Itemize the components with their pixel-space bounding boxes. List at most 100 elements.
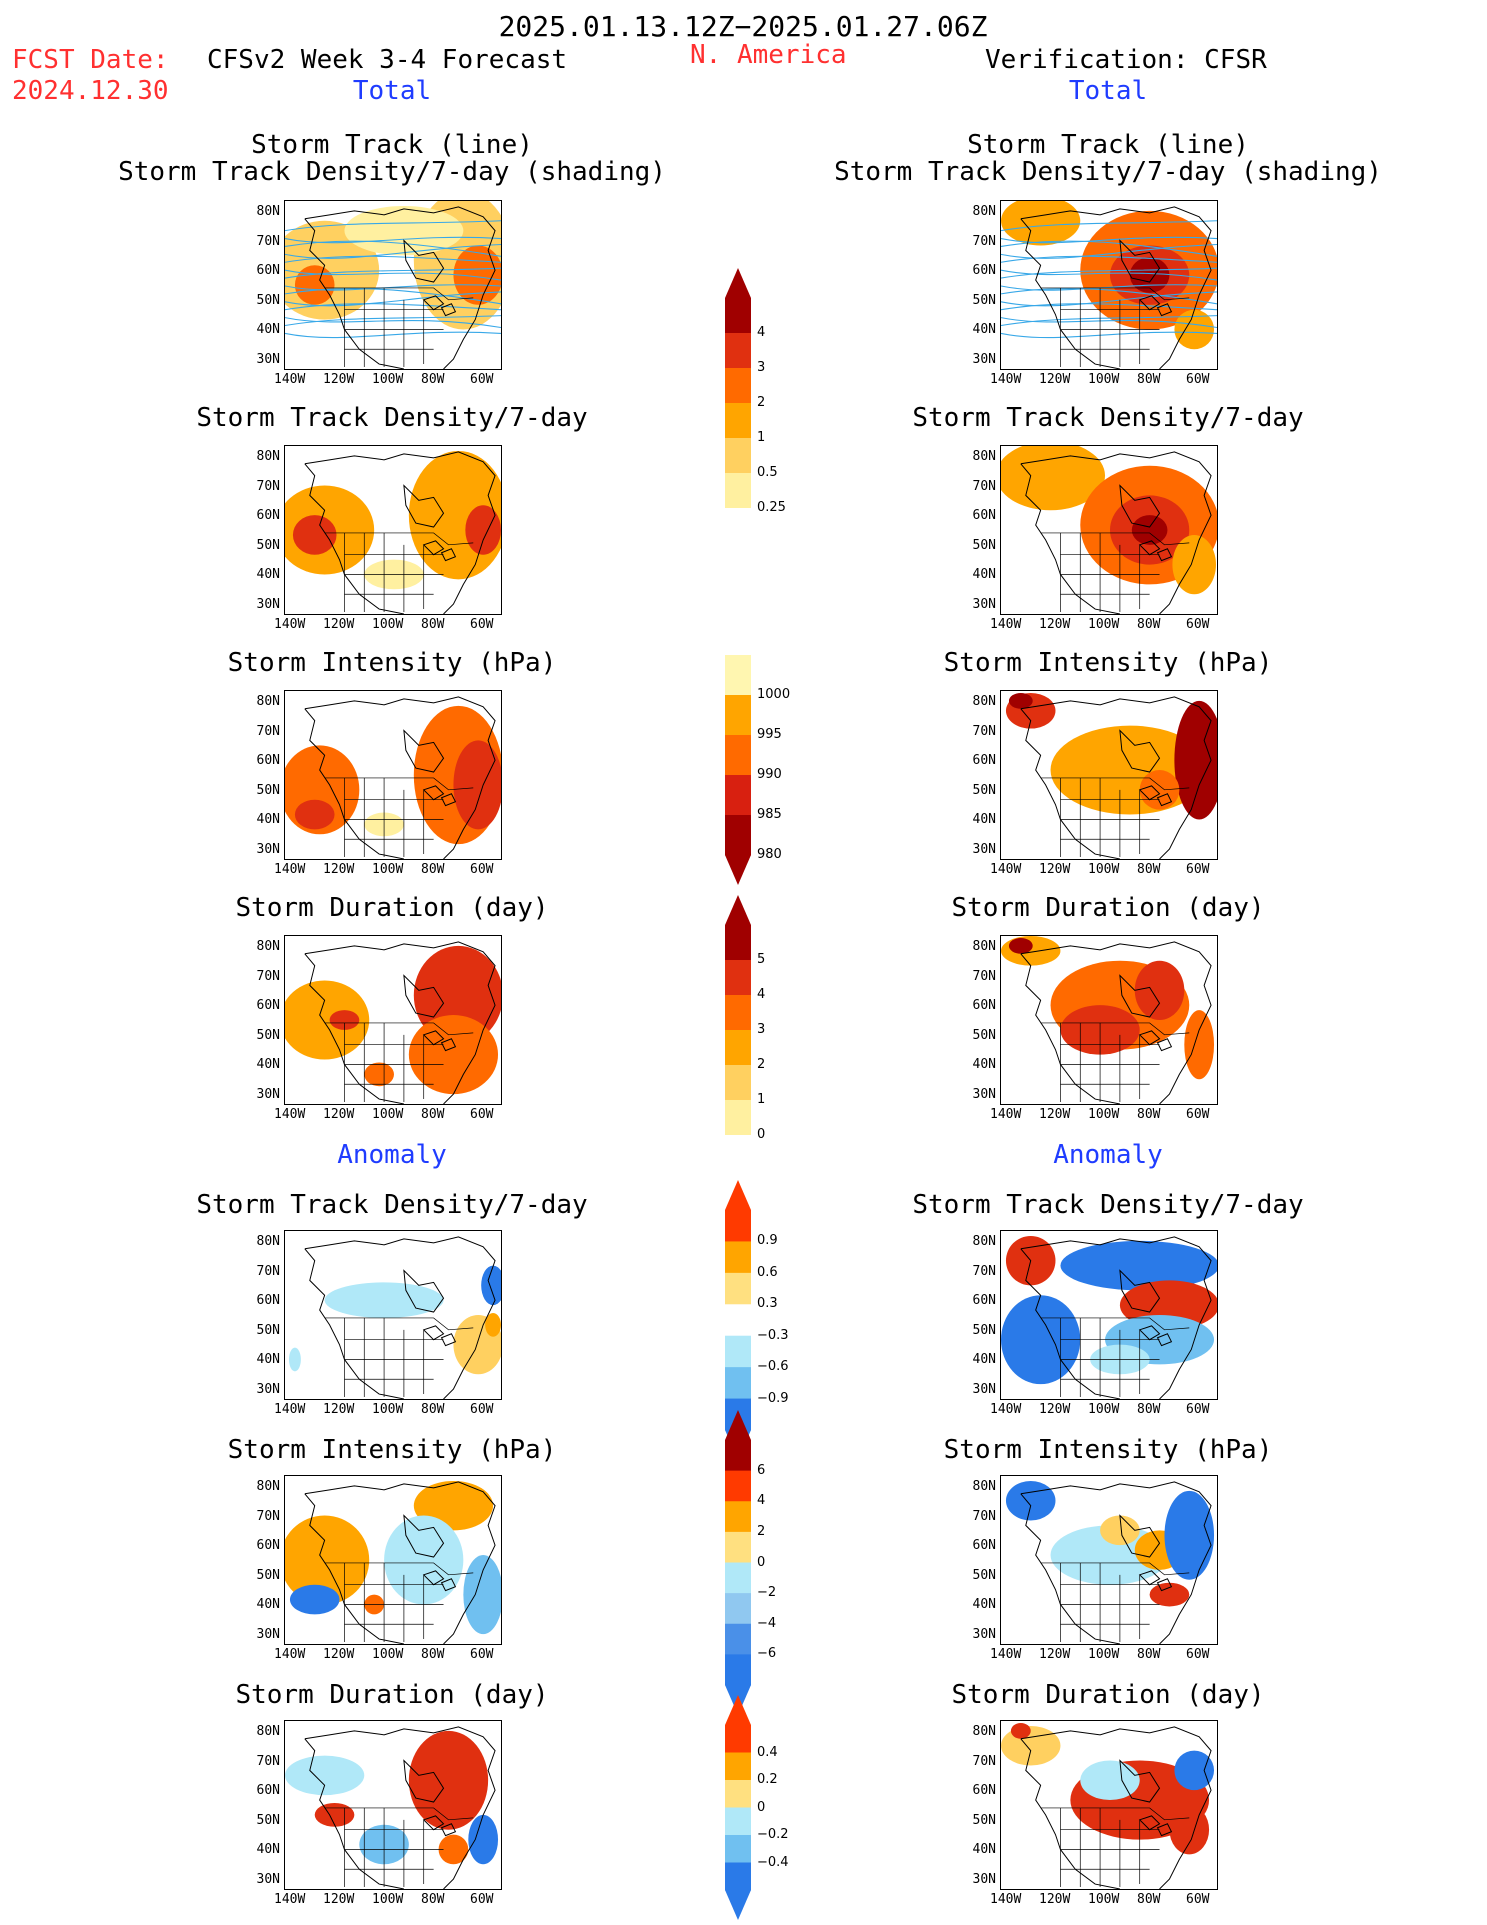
lon-label: 140W: [990, 1892, 1022, 1907]
lon-label: 80W: [1137, 1647, 1161, 1662]
lat-label: 60N: [972, 508, 996, 523]
left-map-anom-duration: [284, 1720, 502, 1890]
lat-label: 60N: [256, 263, 280, 278]
colorbar-tick-label: 0.5: [757, 465, 778, 480]
lon-label: 100W: [1088, 1107, 1120, 1122]
colorbar-tick-label: −4: [757, 1615, 777, 1631]
lat-label: 80N: [256, 1724, 280, 1739]
left-map-anom-intensity: [284, 1475, 502, 1645]
colorbar-tick-label: −0.2: [757, 1827, 789, 1842]
left-p6-title: Storm Intensity (hPa): [227, 1435, 557, 1465]
lat-label: 40N: [256, 1842, 280, 1857]
lon-label: 80W: [421, 1892, 445, 1907]
right-map-anom-duration: [1000, 1720, 1218, 1890]
colorbar-tick-label: −0.9: [757, 1390, 789, 1406]
lat-label: 40N: [972, 567, 996, 582]
verification-title: Verification: CFSR: [985, 45, 1267, 75]
right-map-track-density: [1000, 445, 1218, 615]
lat-label: 30N: [256, 351, 280, 367]
colorbar-tick-label: 0.4: [757, 1744, 778, 1760]
lat-label: 70N: [256, 233, 280, 249]
lat-label: 50N: [256, 782, 280, 798]
lat-label: 80N: [256, 1479, 280, 1494]
colorbar-tick-label: 0.3: [757, 1296, 778, 1312]
lat-label: 80N: [256, 1234, 280, 1249]
right-map-duration: [1000, 935, 1218, 1105]
lat-label: 40N: [972, 322, 996, 337]
lon-label: 80W: [1137, 862, 1161, 877]
lat-label: 40N: [972, 1842, 996, 1857]
colorbar-tick-label: 2: [757, 395, 766, 410]
lat-label: 80N: [972, 1479, 996, 1494]
lon-label: 60W: [470, 1402, 494, 1417]
colorbar-tick-label: −6: [757, 1646, 777, 1662]
period-title: 2025.01.13.12Z−2025.01.27.06Z: [498, 10, 988, 43]
lat-label: 80N: [256, 694, 280, 709]
lon-label: 80W: [1137, 1107, 1161, 1122]
lat-label: 40N: [256, 1597, 280, 1612]
right-p3-title: Storm Intensity (hPa): [943, 648, 1273, 678]
right-p4-title: Storm Duration (day): [951, 893, 1265, 923]
lat-label: 30N: [256, 1086, 280, 1102]
left-p4-title: Storm Duration (day): [235, 893, 549, 923]
left-map-anom-density: [284, 1230, 502, 1400]
lat-label: 80N: [972, 1724, 996, 1739]
lon-label: 100W: [372, 617, 404, 632]
lon-label: 80W: [421, 1647, 445, 1662]
lon-label: 60W: [1186, 862, 1210, 877]
lat-label: 60N: [972, 753, 996, 768]
lat-label: 80N: [256, 204, 280, 219]
lat-label: 60N: [972, 1293, 996, 1308]
lon-label: 80W: [1137, 372, 1161, 387]
lat-label: 60N: [256, 1293, 280, 1308]
lat-label: 40N: [972, 1057, 996, 1072]
colorbar-tick-label: −2: [757, 1585, 777, 1601]
lat-label: 50N: [256, 1322, 280, 1338]
lat-label: 50N: [256, 292, 280, 308]
lon-label: 140W: [274, 1107, 306, 1122]
lat-label: 40N: [972, 1597, 996, 1612]
colorbar-anom-intensity: 6 4 2 0 −2 −4 −6: [723, 1410, 843, 1715]
lat-label: 30N: [256, 1381, 280, 1397]
lon-label: 120W: [1039, 617, 1071, 632]
right-p7-title: Storm Duration (day): [951, 1680, 1265, 1710]
lon-label: 140W: [274, 862, 306, 877]
right-p1-title-1: Storm Track (line): [967, 130, 1249, 160]
lat-label: 50N: [972, 782, 996, 798]
colorbar-intensity: 1000 995 990 985 980: [723, 655, 843, 885]
lon-label: 100W: [1088, 1647, 1120, 1662]
lat-label: 80N: [256, 939, 280, 954]
lat-label: 30N: [972, 596, 996, 612]
lon-label: 120W: [323, 617, 355, 632]
lon-label: 140W: [274, 1402, 306, 1417]
lat-label: 30N: [256, 841, 280, 857]
colorbar-tick-label: 4: [757, 325, 766, 340]
lon-label: 100W: [372, 862, 404, 877]
lon-label: 80W: [421, 1107, 445, 1122]
lon-label: 100W: [1088, 617, 1120, 632]
left-p7-title: Storm Duration (day): [235, 1680, 549, 1710]
lon-label: 60W: [1186, 617, 1210, 632]
lon-label: 100W: [1088, 862, 1120, 877]
lat-label: 30N: [972, 351, 996, 367]
lat-label: 50N: [972, 1812, 996, 1828]
lat-label: 60N: [256, 1538, 280, 1553]
colorbar-tick-label: 0.6: [757, 1264, 778, 1280]
lon-label: 140W: [990, 617, 1022, 632]
colorbar-tick-label: 6: [757, 1462, 766, 1478]
lat-label: 40N: [256, 812, 280, 827]
right-map-intensity: [1000, 690, 1218, 860]
lat-label: 50N: [256, 1567, 280, 1583]
region-title: N. America: [690, 40, 847, 70]
lat-label: 30N: [972, 1086, 996, 1102]
lon-label: 120W: [323, 372, 355, 387]
lat-label: 60N: [256, 998, 280, 1013]
lon-label: 140W: [990, 1402, 1022, 1417]
lon-label: 60W: [470, 372, 494, 387]
lat-label: 80N: [972, 449, 996, 464]
lon-label: 140W: [990, 1647, 1022, 1662]
lat-label: 30N: [972, 1871, 996, 1887]
lon-label: 100W: [1088, 1892, 1120, 1907]
lat-label: 70N: [972, 1263, 996, 1279]
colorbar-tick-label: −0.3: [757, 1327, 789, 1343]
